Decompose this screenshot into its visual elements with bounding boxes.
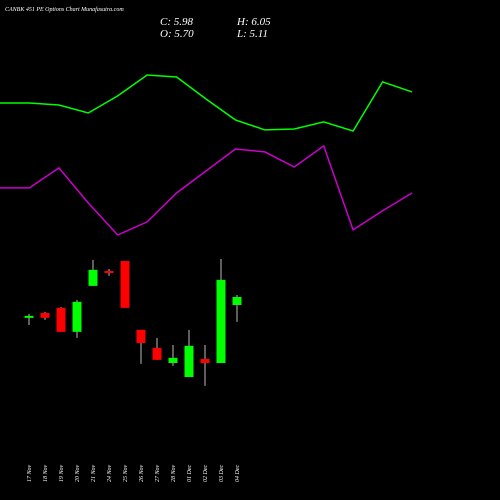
stat-open: O: 5.70	[160, 28, 194, 40]
x-tick-label: 18 Nov	[43, 464, 49, 482]
candle-body	[72, 301, 82, 332]
candle-body	[152, 347, 162, 360]
candle-body	[200, 359, 210, 363]
candle-body	[136, 329, 146, 343]
x-tick-label: 19 Nov	[59, 464, 65, 482]
x-tick-label: 26 Nov	[139, 464, 145, 482]
candle-body	[184, 345, 194, 377]
x-tick-label: 27 Nov	[155, 464, 161, 482]
x-tick-label: 28 Nov	[171, 464, 177, 482]
candle-body	[24, 315, 34, 318]
x-tick-label: 21 Nov	[91, 464, 97, 482]
stat-close: C: 5.98	[160, 16, 194, 28]
candle-body	[88, 269, 98, 286]
stat-high: H: 6.05	[236, 16, 271, 28]
x-tick-label: 04 Dec	[234, 465, 241, 482]
stat-low: L: 5.11	[236, 28, 268, 40]
candle-body	[216, 279, 226, 363]
chart-title: CANBK 451 PE Options Chart Munafasutra.c…	[5, 6, 124, 13]
x-tick-label: 01 Dec	[187, 465, 193, 482]
indicator-line	[0, 74, 413, 132]
indicator-line	[0, 144, 413, 236]
x-tick-label: 17 Nov	[27, 464, 33, 482]
candle-body	[56, 307, 66, 332]
x-tick-label: 25 Nov	[123, 464, 129, 482]
candle-body	[232, 297, 242, 305]
candle-body	[120, 261, 130, 308]
candle-body	[104, 271, 114, 273]
x-tick-label: 24 Nov	[106, 464, 113, 482]
candle-body	[168, 357, 178, 363]
candle-body	[40, 313, 50, 318]
x-tick-label: 02 Dec	[203, 465, 209, 482]
x-tick-label: 03 Dec	[219, 465, 225, 482]
x-tick-label: 20 Nov	[75, 464, 81, 482]
